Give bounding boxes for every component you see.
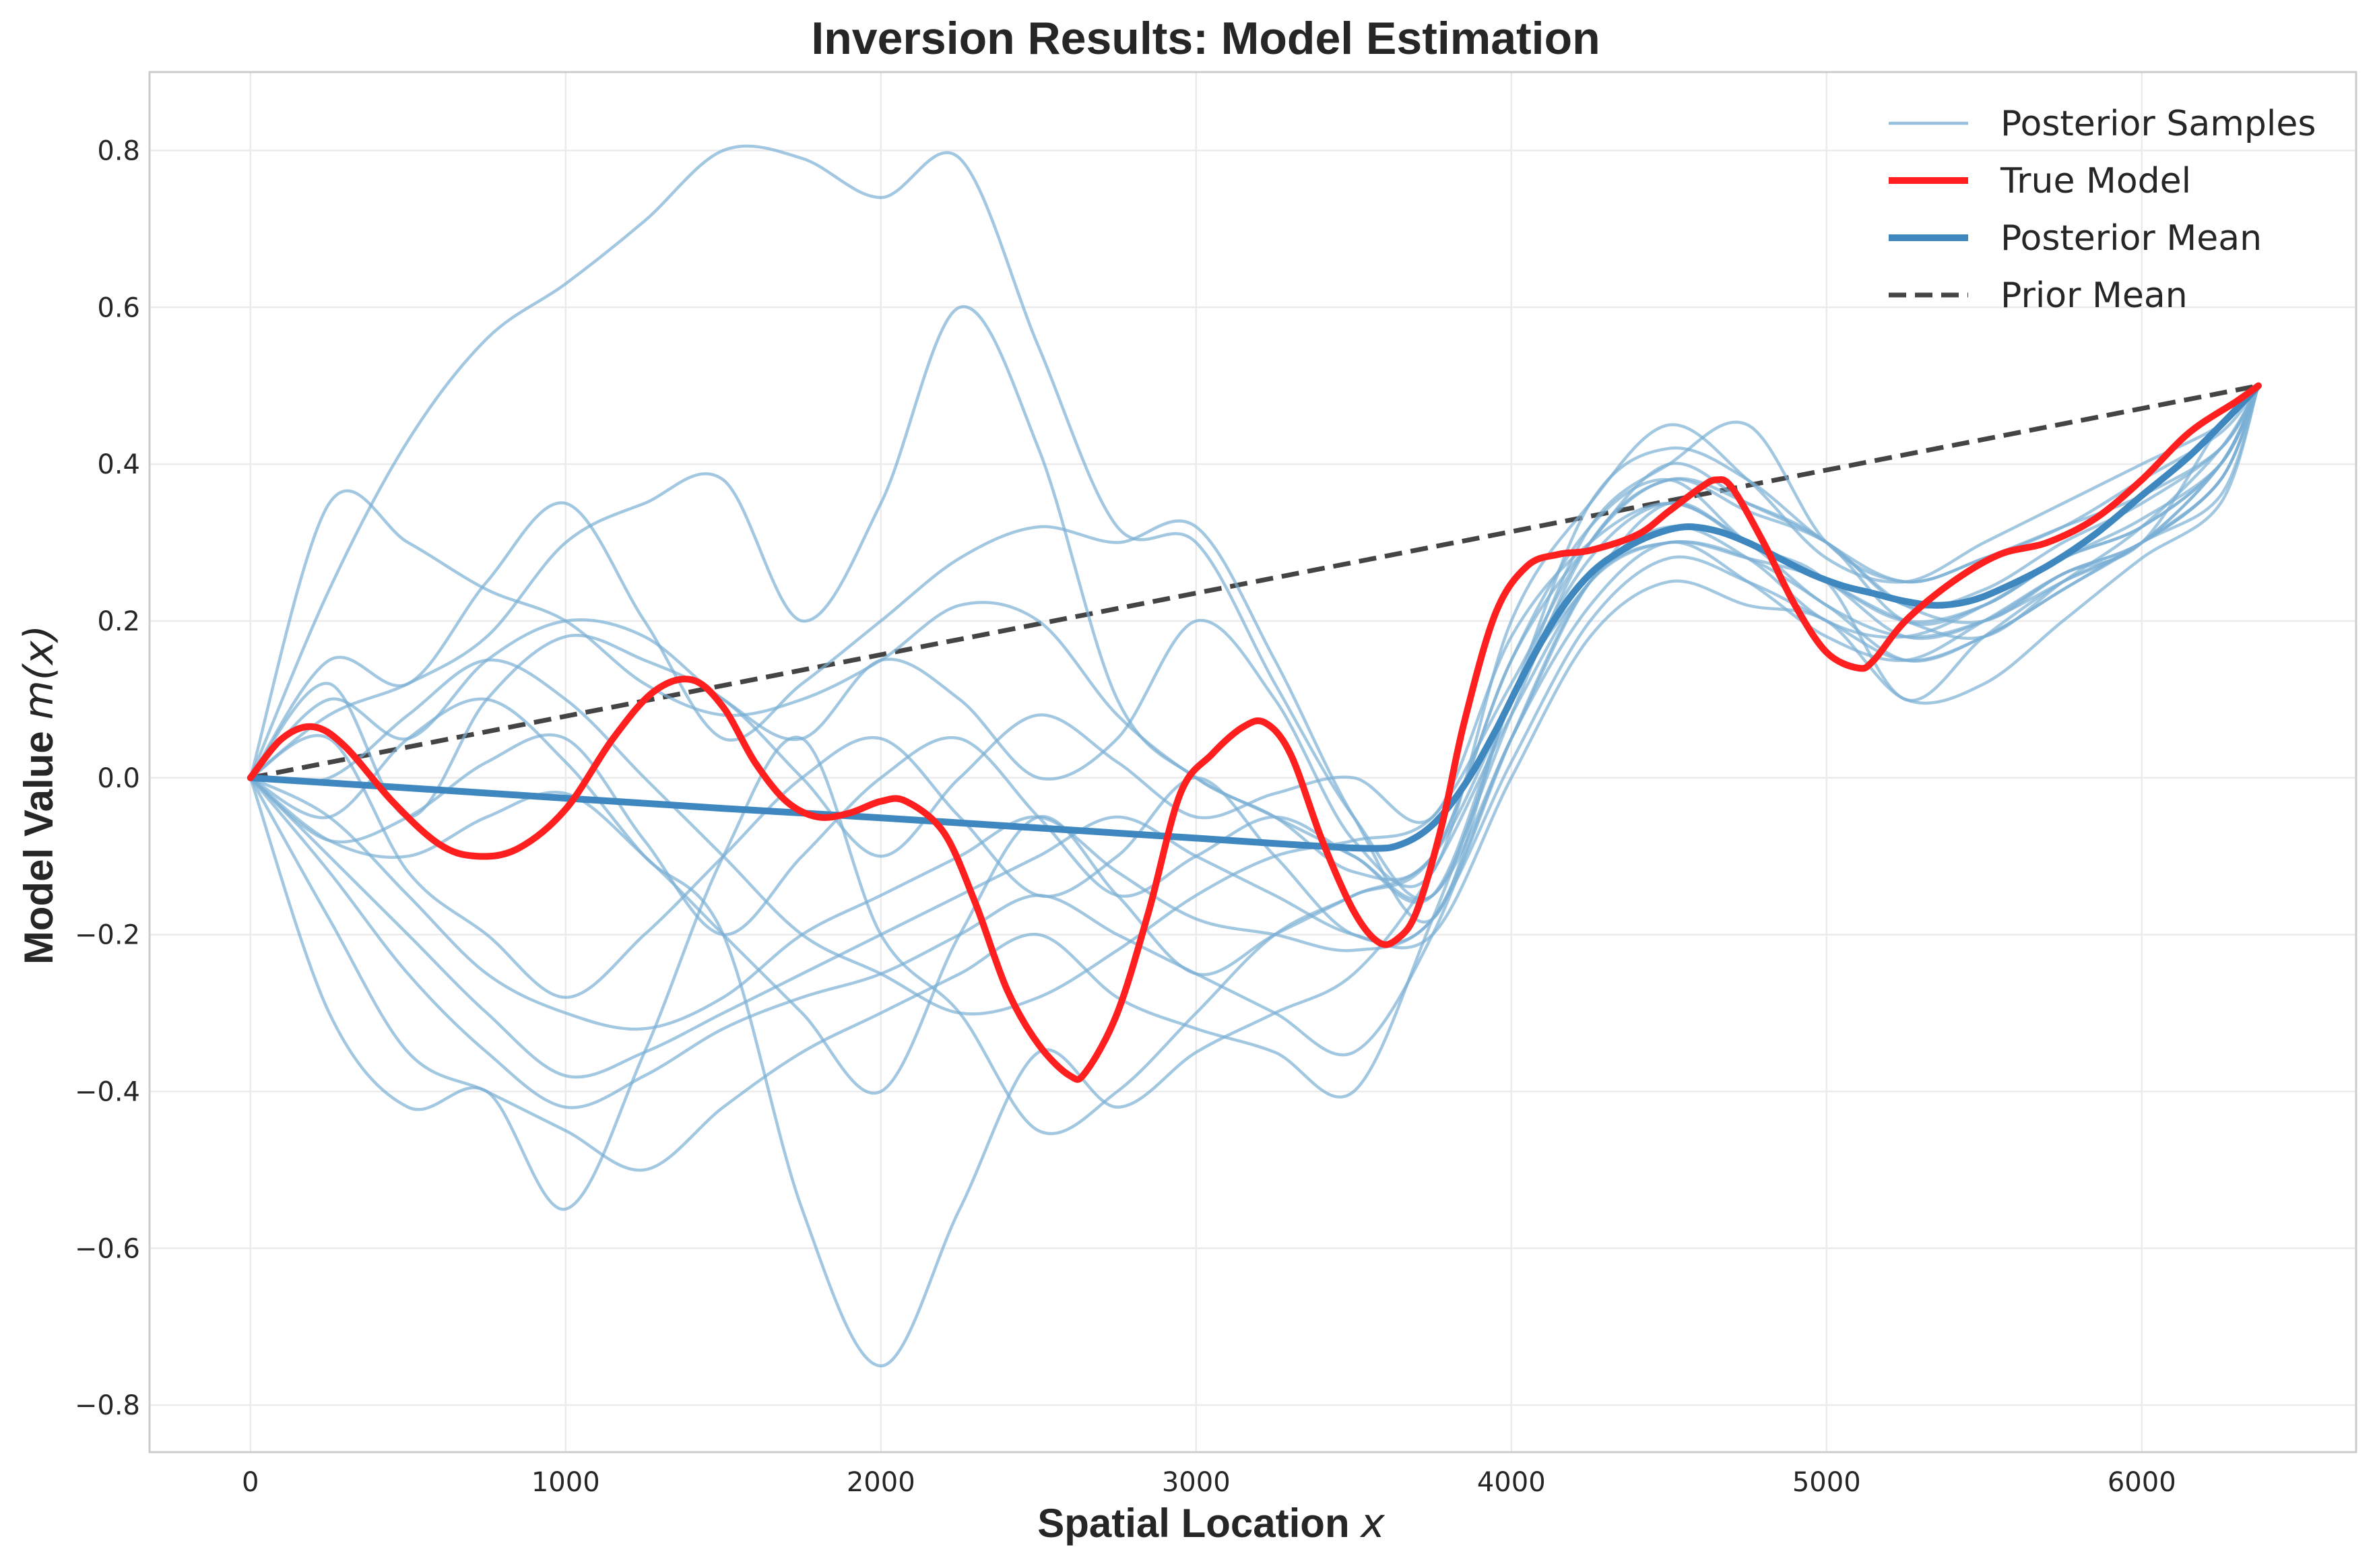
posterior-sample-line <box>249 385 2260 1031</box>
posterior-sample-line <box>249 385 2260 1368</box>
x-tick-label: 2000 <box>847 1467 915 1498</box>
plot-frame <box>148 71 2357 1453</box>
true-model-layer <box>247 382 2262 1083</box>
x-tick-label: 6000 <box>2108 1467 2176 1498</box>
posterior-sample-line <box>249 385 2260 1000</box>
posterior-mean-layer <box>247 382 2262 852</box>
y-tick-label: −0.4 <box>75 1076 140 1107</box>
x-axis-label: Spatial Location x <box>1037 1500 1385 1547</box>
posterior-sample-line <box>249 385 2260 936</box>
posterior-sample-line <box>249 385 2260 858</box>
posterior-sample-line <box>249 144 2260 901</box>
true-model-line <box>247 382 2262 1083</box>
x-tick-label: 3000 <box>1162 1467 1231 1498</box>
y-tick-label: 0.8 <box>97 135 140 166</box>
legend: Posterior Samples True Model Posterior M… <box>1889 104 2316 316</box>
x-tick-label: 1000 <box>531 1467 600 1498</box>
y-axis-label-text: Model Value <box>16 720 61 965</box>
y-tick-label: 0.2 <box>97 606 140 637</box>
x-tick-label: 0 <box>242 1467 259 1498</box>
posterior-sample-line <box>249 385 2260 1211</box>
y-tick-label: 0.4 <box>97 449 140 480</box>
x-axis-label-text: Spatial Location <box>1037 1501 1361 1546</box>
y-axis-label: Model Value m(x) <box>15 625 63 965</box>
y-tick-label: −0.6 <box>75 1233 140 1264</box>
y-tick-label: −0.8 <box>75 1390 140 1421</box>
posterior-sample-line <box>249 385 2260 1172</box>
posterior-sample-line <box>249 385 2260 1109</box>
posterior-mean-line <box>247 382 2262 852</box>
posterior-samples-layer <box>249 144 2260 1368</box>
y-tick-label: −0.2 <box>75 920 140 951</box>
legend-label-true-model: True Model <box>2000 161 2191 201</box>
posterior-sample-line <box>250 385 2260 1016</box>
x-axis-label-math: x <box>1359 1500 1385 1547</box>
legend-label-posterior-samples: Posterior Samples <box>2000 104 2316 144</box>
y-axis-label-math: m(x) <box>15 625 63 720</box>
y-tick-labels: 0.8 0.6 0.4 0.2 0.0 −0.2 −0.4 −0.6 −0.8 <box>75 135 140 1421</box>
x-tick-label: 4000 <box>1477 1467 1546 1498</box>
chart-title: Inversion Results: Model Estimation <box>811 13 1600 64</box>
posterior-sample-line <box>249 385 2260 1079</box>
x-tick-labels: 0 1000 2000 3000 4000 5000 6000 <box>242 1467 2176 1498</box>
posterior-sample-line <box>249 385 2260 1095</box>
legend-label-posterior-mean: Posterior Mean <box>2000 218 2262 259</box>
y-tick-label: 0.0 <box>97 763 140 794</box>
x-tick-label: 5000 <box>1792 1467 1861 1498</box>
legend-label-prior-mean: Prior Mean <box>2000 275 2188 316</box>
y-tick-label: 0.6 <box>97 292 140 323</box>
